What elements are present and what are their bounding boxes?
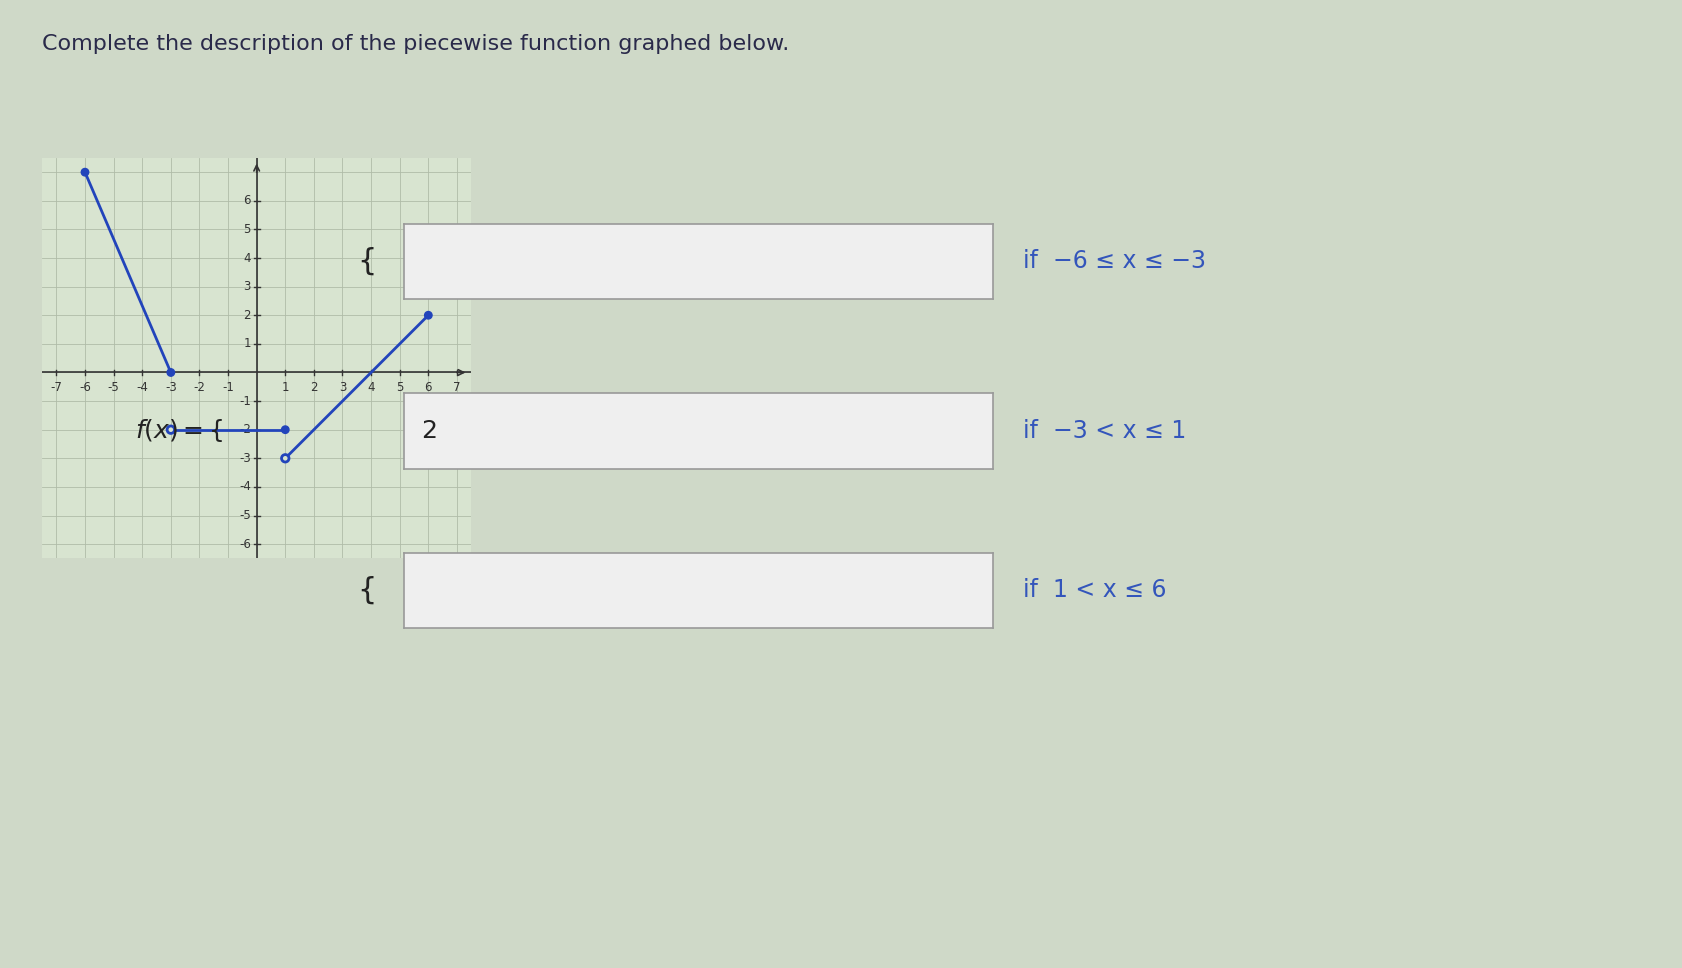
Circle shape <box>424 312 432 319</box>
Text: 6: 6 <box>424 381 432 394</box>
Text: 1: 1 <box>281 381 289 394</box>
Text: {: { <box>357 247 377 276</box>
Text: 5: 5 <box>244 223 251 236</box>
Text: -1: -1 <box>239 395 251 408</box>
Circle shape <box>81 168 89 176</box>
Text: -7: -7 <box>50 381 62 394</box>
Text: 4: 4 <box>367 381 375 394</box>
Text: -4: -4 <box>136 381 148 394</box>
Text: 3: 3 <box>338 381 346 394</box>
Text: 6: 6 <box>244 195 251 207</box>
Text: if  1 < x ≤ 6: if 1 < x ≤ 6 <box>1023 579 1166 602</box>
Text: 2: 2 <box>420 419 437 442</box>
Text: 2: 2 <box>244 309 251 321</box>
Text: 4: 4 <box>244 252 251 264</box>
Text: -6: -6 <box>79 381 91 394</box>
Text: -5: -5 <box>108 381 119 394</box>
Text: 7: 7 <box>452 381 461 394</box>
Text: 2: 2 <box>309 381 318 394</box>
Text: if  −3 < x ≤ 1: if −3 < x ≤ 1 <box>1023 419 1186 442</box>
Text: -3: -3 <box>239 452 251 465</box>
Circle shape <box>281 455 289 462</box>
Text: -6: -6 <box>239 537 251 551</box>
Circle shape <box>281 426 289 434</box>
Circle shape <box>167 369 175 377</box>
Text: -1: -1 <box>222 381 234 394</box>
Text: -3: -3 <box>165 381 177 394</box>
Text: Complete the description of the piecewise function graphed below.: Complete the description of the piecewis… <box>42 34 789 54</box>
Text: $f(x) = \{$: $f(x) = \{$ <box>135 417 224 444</box>
Text: -2: -2 <box>239 423 251 437</box>
Text: -2: -2 <box>193 381 205 394</box>
Text: if  −6 ≤ x ≤ −3: if −6 ≤ x ≤ −3 <box>1023 250 1206 273</box>
Text: 1: 1 <box>244 338 251 350</box>
Circle shape <box>167 426 175 434</box>
Text: -4: -4 <box>239 480 251 494</box>
Text: {: { <box>357 576 377 605</box>
Text: 5: 5 <box>395 381 404 394</box>
Text: -5: -5 <box>239 509 251 522</box>
Text: 3: 3 <box>244 280 251 293</box>
